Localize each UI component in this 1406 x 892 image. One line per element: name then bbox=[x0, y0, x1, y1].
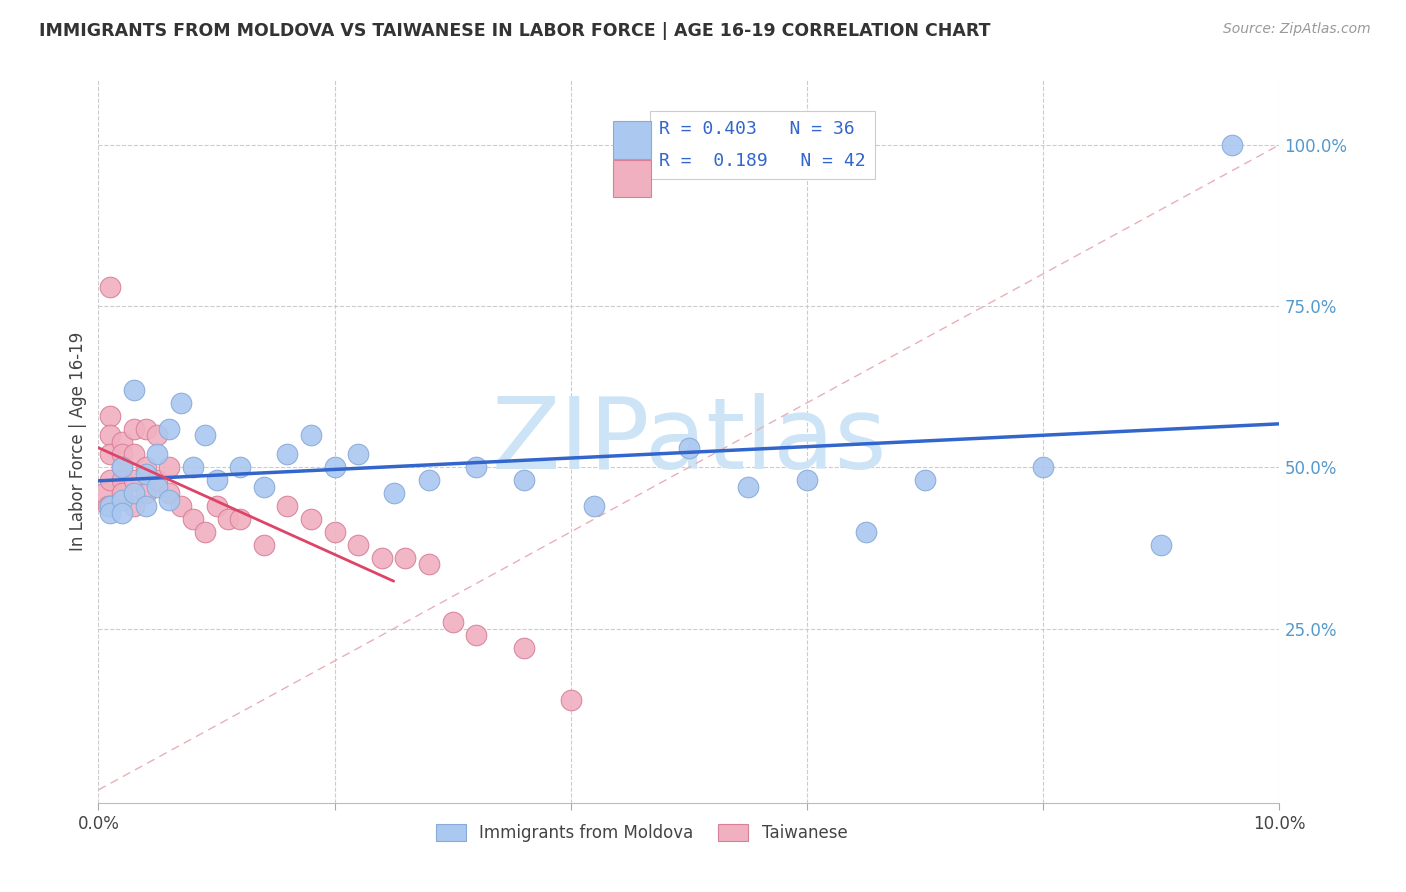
Immigrants from Moldova bbox=[146, 480, 169, 494]
Immigrants from Moldova bbox=[512, 473, 534, 487]
Taiwanese bbox=[170, 499, 193, 513]
Taiwanese bbox=[394, 550, 416, 565]
Taiwanese bbox=[111, 447, 134, 461]
Immigrants from Moldova bbox=[583, 499, 606, 513]
Immigrants from Moldova bbox=[678, 441, 700, 455]
Taiwanese bbox=[418, 557, 440, 571]
Taiwanese bbox=[98, 279, 121, 293]
Taiwanese bbox=[146, 473, 169, 487]
Taiwanese bbox=[98, 409, 121, 423]
Immigrants from Moldova bbox=[1150, 538, 1173, 552]
Immigrants from Moldova bbox=[299, 428, 322, 442]
Immigrants from Moldova bbox=[737, 480, 759, 494]
Immigrants from Moldova bbox=[122, 486, 145, 500]
Taiwanese bbox=[122, 473, 145, 487]
Taiwanese bbox=[98, 499, 121, 513]
Immigrants from Moldova bbox=[418, 473, 440, 487]
Taiwanese bbox=[111, 486, 134, 500]
Immigrants from Moldova bbox=[323, 460, 346, 475]
Taiwanese bbox=[111, 434, 134, 449]
Taiwanese bbox=[122, 499, 145, 513]
Taiwanese bbox=[276, 499, 298, 513]
Legend: Immigrants from Moldova, Taiwanese: Immigrants from Moldova, Taiwanese bbox=[429, 817, 855, 848]
Taiwanese bbox=[465, 628, 488, 642]
Immigrants from Moldova bbox=[796, 473, 818, 487]
FancyBboxPatch shape bbox=[613, 160, 651, 197]
Y-axis label: In Labor Force | Age 16-19: In Labor Force | Age 16-19 bbox=[69, 332, 87, 551]
Taiwanese bbox=[135, 422, 157, 436]
Immigrants from Moldova bbox=[253, 480, 276, 494]
Taiwanese bbox=[135, 460, 157, 475]
Immigrants from Moldova bbox=[135, 499, 157, 513]
Immigrants from Moldova bbox=[205, 473, 228, 487]
Immigrants from Moldova bbox=[465, 460, 488, 475]
Taiwanese bbox=[441, 615, 464, 630]
Taiwanese bbox=[181, 512, 204, 526]
Text: Source: ZipAtlas.com: Source: ZipAtlas.com bbox=[1223, 22, 1371, 37]
Taiwanese bbox=[229, 512, 252, 526]
Text: ZIPatlas: ZIPatlas bbox=[491, 393, 887, 490]
Immigrants from Moldova bbox=[111, 460, 134, 475]
Immigrants from Moldova bbox=[111, 506, 134, 520]
Immigrants from Moldova bbox=[170, 396, 193, 410]
Immigrants from Moldova bbox=[135, 467, 157, 481]
Taiwanese bbox=[194, 524, 217, 539]
Taiwanese bbox=[135, 486, 157, 500]
Immigrants from Moldova bbox=[111, 492, 134, 507]
Taiwanese bbox=[98, 428, 121, 442]
Immigrants from Moldova bbox=[347, 447, 370, 461]
Immigrants from Moldova bbox=[382, 486, 405, 500]
Taiwanese bbox=[560, 692, 582, 706]
Immigrants from Moldova bbox=[98, 506, 121, 520]
Taiwanese bbox=[98, 447, 121, 461]
Taiwanese bbox=[98, 473, 121, 487]
Taiwanese bbox=[323, 524, 346, 539]
Immigrants from Moldova bbox=[914, 473, 936, 487]
Taiwanese bbox=[111, 473, 134, 487]
Text: R = 0.403   N = 36
R =  0.189   N = 42: R = 0.403 N = 36 R = 0.189 N = 42 bbox=[659, 120, 866, 170]
Taiwanese bbox=[157, 486, 180, 500]
Taiwanese bbox=[371, 550, 394, 565]
Immigrants from Moldova bbox=[855, 524, 877, 539]
Taiwanese bbox=[512, 640, 534, 655]
Taiwanese bbox=[253, 538, 276, 552]
FancyBboxPatch shape bbox=[613, 121, 651, 159]
Taiwanese bbox=[122, 447, 145, 461]
Immigrants from Moldova bbox=[1220, 137, 1243, 152]
Immigrants from Moldova bbox=[181, 460, 204, 475]
Taiwanese bbox=[122, 422, 145, 436]
Taiwanese bbox=[146, 428, 169, 442]
Immigrants from Moldova bbox=[229, 460, 252, 475]
Taiwanese bbox=[157, 460, 180, 475]
Immigrants from Moldova bbox=[1032, 460, 1054, 475]
Taiwanese bbox=[111, 460, 134, 475]
Immigrants from Moldova bbox=[157, 422, 180, 436]
Immigrants from Moldova bbox=[146, 447, 169, 461]
Taiwanese bbox=[93, 486, 115, 500]
Taiwanese bbox=[205, 499, 228, 513]
Taiwanese bbox=[347, 538, 370, 552]
Immigrants from Moldova bbox=[157, 492, 180, 507]
Taiwanese bbox=[217, 512, 239, 526]
Text: IMMIGRANTS FROM MOLDOVA VS TAIWANESE IN LABOR FORCE | AGE 16-19 CORRELATION CHAR: IMMIGRANTS FROM MOLDOVA VS TAIWANESE IN … bbox=[39, 22, 991, 40]
Taiwanese bbox=[299, 512, 322, 526]
Immigrants from Moldova bbox=[98, 499, 121, 513]
Immigrants from Moldova bbox=[276, 447, 298, 461]
Immigrants from Moldova bbox=[194, 428, 217, 442]
Taiwanese bbox=[97, 499, 120, 513]
Immigrants from Moldova bbox=[122, 383, 145, 397]
